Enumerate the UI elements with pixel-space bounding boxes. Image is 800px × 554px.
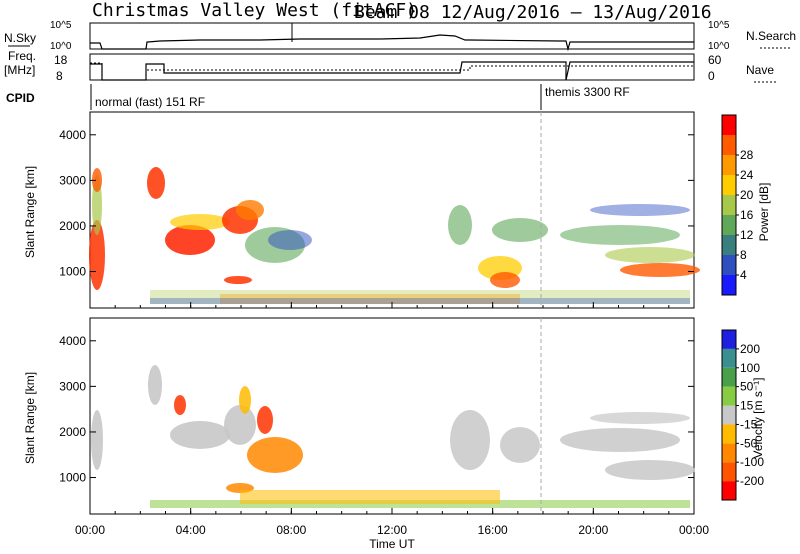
nave-tick-top: 60 [708,53,722,67]
velocity-ytick-label: 3000 [59,379,86,393]
nsky-trace [90,34,694,52]
nave-tick-bottom: 0 [708,69,715,83]
power-ylabel: Slant Range [km] [23,166,37,258]
power-colorbar-frame [721,114,737,296]
velocity-xtick-label: 16:00 [478,523,508,537]
velocity-colorbar-tick-label: -100 [740,455,764,469]
power-colorbar-swatch [722,195,736,215]
power-colorbar-label: Power [dB] [757,183,771,242]
power-ytick-label: 3000 [59,173,86,187]
nsky-panel: N.Sky 10^5 10^0 10^5 10^0 N.Search [4,20,796,52]
velocity-ylabel: Slant Range [km] [23,372,37,464]
velocity-colorbar-swatch [722,367,736,387]
power-colorbar-tick-label: 24 [740,168,754,182]
power-data-field [89,167,700,304]
velocity-colorbar-swatch [722,462,736,482]
nave-label: Nave [746,63,774,77]
power-colorbar-swatch [722,235,736,255]
power-xaxis [89,302,695,308]
power-colorbar-tick-label: 4 [740,268,747,282]
power-panel: Slant Range [km] 1000 2000 3000 4000 [23,111,700,309]
power-ytick-label: 1000 [59,265,86,279]
velocity-colorbar-swatch [722,443,736,463]
velocity-colorbar-swatch [722,348,736,368]
freq-label-1: Freq. [8,49,36,63]
power-colorbar-swatch [722,115,736,135]
velocity-xtick-label: 04:00 [176,523,206,537]
cpid-strip: CPID normal (fast) 151 RF themis 3300 RF [6,84,630,110]
velocity-colorbar-tick-label: 50 [740,380,754,394]
velocity-colorbar-tick-label: -200 [740,474,764,488]
velocity-colorbar-label: Velocity [m s⁻¹] [751,377,765,458]
velocity-colorbar-swatch [722,481,736,500]
velocity-xtick-label: 08:00 [276,523,306,537]
velocity-ytick-label: 1000 [59,471,86,485]
velocity-colorbar-swatch [722,405,736,425]
velocity-ytick-label: 2000 [59,425,86,439]
velocity-xtick-label: 00:00 [679,523,709,537]
velocity-colorbar-tick-label: -15 [740,417,758,431]
freq-trace [90,61,694,81]
power-colorbar-swatch [722,215,736,235]
station-title: Christmas Valley West (fitACF) [92,0,417,21]
velocity-xaxis: 00:00 04:00 08:00 12:00 16:00 20:00 00:00 [75,508,709,537]
velocity-colorbar-tick-label: 100 [740,361,760,375]
nsearch-label: N.Search [746,29,796,43]
velocity-ytick-label: 4000 [59,334,86,348]
power-colorbar-swatch [722,255,736,275]
freq-tick-bottom: 8 [56,69,63,83]
power-colorbar-swatch [722,135,736,155]
velocity-colorbar-tick-label: -50 [740,436,758,450]
nsearch-tick-top: 10^5 [708,20,730,31]
nsky-tick-bottom: 10^0 [50,41,72,52]
nsearch-tick-bottom: 10^0 [708,41,730,52]
power-colorbar-swatch [722,155,736,175]
cpid-label: CPID [6,91,35,105]
velocity-colorbar-frame [721,329,737,501]
power-colorbar-tick-label: 8 [740,248,747,262]
time-xlabel: Time UT [369,537,415,551]
velocity-xtick-label: 12:00 [377,523,407,537]
freq-panel: Freq. [MHz] 18 8 60 0 Nave [4,49,776,83]
power-colorbar-swatch [722,175,736,195]
freq-tick-top: 18 [54,53,68,67]
velocity-xtick-label: 00:00 [75,523,105,537]
power-colorbar-tick-label: 12 [740,228,754,242]
velocity-colorbar-tick-label: 15 [740,399,754,413]
power-colorbar-tick-label: 20 [740,188,754,202]
freq-label-2: [MHz] [4,63,35,77]
cpid-segment-themis: themis 3300 RF [545,85,630,99]
power-colorbar-tick-label: 16 [740,208,754,222]
nsky-tick-top: 10^5 [50,20,72,31]
velocity-colorbar-swatch [722,330,736,349]
velocity-data-field [91,365,695,508]
power-colorbar: 4 8 12 16 20 24 28 [721,114,754,296]
power-ytick-label: 4000 [59,128,86,142]
velocity-colorbar: -200 -100 -50 -15 15 50 100 200 [721,329,764,501]
nsky-label: N.Sky [4,31,36,45]
velocity-colorbar-tick-label: 200 [740,342,760,356]
cpid-segment-normal: normal (fast) 151 RF [95,95,205,109]
power-colorbar-tick-label: 28 [740,148,754,162]
power-ytick-label: 2000 [59,219,86,233]
velocity-yaxis: 1000 2000 3000 4000 [59,334,694,485]
velocity-colorbar-swatch [722,424,736,444]
beam-date-title: Beam 08 12/Aug/2016 – 13/Aug/2016 [354,2,712,23]
power-yaxis: 1000 2000 3000 4000 [59,128,694,279]
velocity-colorbar-swatch [722,386,736,406]
velocity-xtick-label: 20:00 [578,523,608,537]
nave-trace [90,62,694,81]
power-colorbar-swatch [722,275,736,295]
